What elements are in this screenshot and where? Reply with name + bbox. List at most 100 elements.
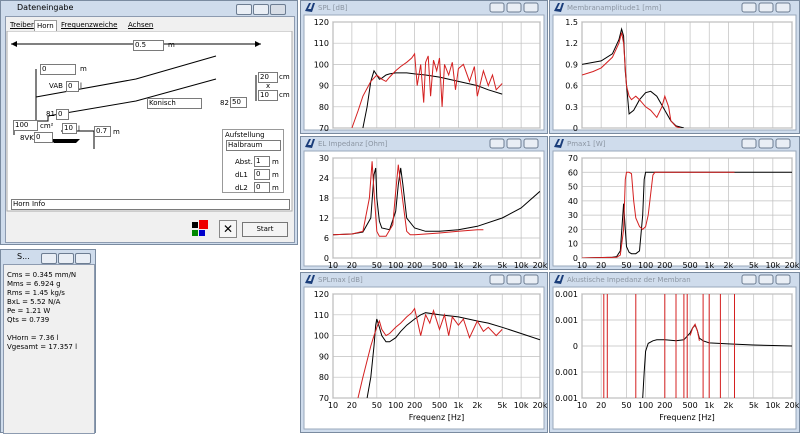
x-tick-label: 20k xyxy=(533,261,548,270)
y-tick-label: 30 xyxy=(319,154,329,163)
unit: cm xyxy=(279,91,290,99)
plot-area xyxy=(581,293,793,399)
chart-window xyxy=(549,272,800,433)
y-tick-label: 0 xyxy=(573,124,578,133)
x-tick-label: 200 xyxy=(407,261,422,270)
param-line: VHorn = 7.36 l xyxy=(7,334,59,342)
unit: cm² xyxy=(40,122,54,130)
minimize xyxy=(489,274,505,285)
maximize[interactable] xyxy=(58,253,74,264)
y-tick-label: 24 xyxy=(319,174,329,183)
info-box[interactable]: Horn Info xyxy=(11,199,290,210)
label: 81 xyxy=(46,110,55,118)
input[interactable]: 0 xyxy=(66,81,79,92)
x-tick-label: 10 xyxy=(328,401,338,410)
window-title: S... xyxy=(17,252,30,261)
input[interactable]: 0 xyxy=(254,182,270,193)
y-tick-label: 50 xyxy=(568,183,578,192)
horn-sketch xyxy=(6,31,293,212)
y-tick-label: 1.5 xyxy=(565,18,578,27)
y-tick-label: 60 xyxy=(568,168,578,177)
close[interactable] xyxy=(75,253,91,264)
param-line: Qts = 0.739 xyxy=(7,316,50,324)
x-tick-label: 1k xyxy=(704,401,714,410)
x-tick-label: 100 xyxy=(638,261,653,270)
y-tick-label: 0 xyxy=(324,254,329,263)
x-axis-label: Frequenz [Hz] xyxy=(659,413,714,422)
y-tick-label: 0 xyxy=(573,254,578,263)
tab[interactable]: Frequenzweiche xyxy=(61,21,118,29)
input-window: Dateneingabe Treiber Horn Frequenzweiche… xyxy=(0,0,298,245)
minimize[interactable] xyxy=(41,253,57,264)
client-area xyxy=(552,286,797,430)
unit: l xyxy=(80,82,82,90)
tab[interactable]: Treiber xyxy=(10,21,34,29)
close[interactable] xyxy=(270,4,286,15)
x-tick-label: 5k xyxy=(749,261,759,270)
x-tick-label: 10 xyxy=(328,261,338,270)
close xyxy=(775,2,791,13)
y-tick-label: 120 xyxy=(314,18,329,27)
label: 82 xyxy=(220,99,229,107)
unit: m xyxy=(272,184,279,192)
form-body: Treiber Horn Frequenzweiche Achsen 0.5 m… xyxy=(5,16,295,243)
input[interactable]: 100 xyxy=(13,120,38,131)
plot-area xyxy=(332,293,541,399)
minimize xyxy=(741,274,757,285)
unit: cm xyxy=(279,73,290,81)
client-area xyxy=(552,14,797,131)
select[interactable]: Konisch xyxy=(147,98,202,109)
param-line: Cms = 0.345 mm/N xyxy=(7,271,77,279)
unit: m xyxy=(272,158,279,166)
tab[interactable]: Achsen xyxy=(128,21,154,29)
x-tick-label: 500 xyxy=(432,401,447,410)
y-tick-label: 0.001 xyxy=(555,368,578,377)
x-tick-label: 10k xyxy=(765,401,780,410)
clear-button[interactable]: ✕ xyxy=(219,220,237,238)
series-line xyxy=(357,307,503,398)
select[interactable]: Halbraum xyxy=(226,140,281,151)
series-line xyxy=(582,32,681,128)
input[interactable]: 20 xyxy=(258,72,278,83)
tab-panel xyxy=(6,31,293,212)
chart-title: Pmax1 [W] xyxy=(567,140,606,148)
input[interactable]: 10 xyxy=(62,123,77,134)
y-tick-label: 0.9 xyxy=(565,60,578,69)
y-tick-label: 0.001 xyxy=(555,290,578,299)
start-button[interactable]: Start xyxy=(242,222,288,237)
x-tick-label: 2k xyxy=(472,261,482,270)
series-line xyxy=(333,167,540,236)
tab[interactable]: Horn xyxy=(34,20,57,31)
input[interactable]: 0 xyxy=(254,169,270,180)
maximize xyxy=(758,2,774,13)
x-tick-label: 2k xyxy=(724,261,734,270)
input[interactable]: 50 xyxy=(230,97,247,108)
y-tick-label: 0.6 xyxy=(565,82,578,91)
input[interactable]: 0.5 xyxy=(133,40,164,51)
plot-area xyxy=(581,21,793,129)
x-tick-label: 5k xyxy=(749,401,759,410)
label: Abst. xyxy=(235,158,253,166)
input[interactable]: 0 xyxy=(56,109,69,120)
x-tick-label: 10k xyxy=(765,261,780,270)
input[interactable]: 0 xyxy=(34,132,53,143)
close xyxy=(775,274,791,285)
input[interactable]: 0.7 xyxy=(94,126,111,137)
x-tick-label: 200 xyxy=(407,401,422,410)
x-tick-label: 100 xyxy=(388,401,403,410)
series-line xyxy=(366,312,540,398)
maximize xyxy=(506,138,522,149)
param-line: Rms = 1.45 kg/s xyxy=(7,289,65,297)
label: VAB xyxy=(49,82,63,90)
param-line: Vgesamt = 17.357 l xyxy=(7,343,78,351)
maximize[interactable] xyxy=(253,4,269,15)
input[interactable]: 10 xyxy=(258,90,278,101)
series-line xyxy=(642,324,792,398)
input[interactable]: 1 xyxy=(254,156,270,167)
x-tick-label: 20 xyxy=(596,401,606,410)
x-tick-label: 1k xyxy=(704,261,714,270)
label: x xyxy=(266,82,271,90)
minimize[interactable] xyxy=(236,4,252,15)
color-picker[interactable] xyxy=(192,220,216,240)
input[interactable]: 0 xyxy=(40,64,76,75)
